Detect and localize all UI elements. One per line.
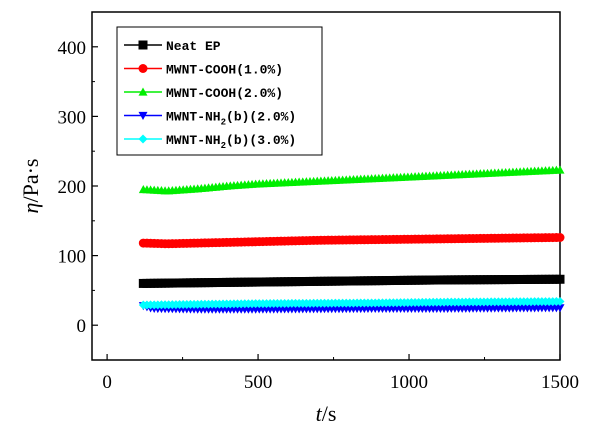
- legend-label: Neat EP: [166, 39, 221, 54]
- legend-label: MWNT-NH2(b)(3.0%): [166, 133, 296, 151]
- legend-label: MWNT-COOH(2.0%): [166, 86, 283, 101]
- legend: Neat EP MWNT-COOH(1.0%) MWNT-COOH(2.0%) MWN…: [116, 26, 323, 156]
- y-tick-label: 400: [58, 38, 87, 59]
- series-1: [138, 233, 565, 249]
- legend-box: [116, 26, 323, 156]
- axis-ticks: 0 500 1000 1500 0 100 200 300 400: [58, 38, 580, 393]
- data-point: [555, 304, 565, 313]
- legend-label: MWNT-COOH(1.0%): [166, 63, 283, 78]
- y-tick-label: 100: [58, 247, 87, 268]
- y-tick-label: 200: [58, 177, 87, 198]
- x-axis-unit: /s: [322, 401, 337, 426]
- series-layer: [138, 165, 565, 314]
- data-point: [555, 233, 565, 243]
- legend-entry-0: Neat EP: [124, 39, 221, 54]
- legend-marker: [138, 111, 148, 120]
- legend-marker: [138, 40, 148, 50]
- legend-entry-4: MWNT-NH2(b)(3.0%): [124, 133, 296, 151]
- legend-marker: [138, 64, 148, 73]
- data-point: [555, 297, 565, 307]
- x-axis-var: t: [316, 401, 323, 426]
- legend-entry-1: MWNT-COOH(1.0%): [124, 63, 283, 78]
- legend-entry-2: MWNT-COOH(2.0%): [124, 86, 283, 101]
- x-axis-title: t/s: [316, 401, 337, 426]
- legend-marker: [138, 134, 148, 144]
- x-tick-label: 0: [102, 372, 112, 393]
- y-tick-label: 0: [77, 316, 87, 337]
- legend-label: MWNT-NH2(b)(2.0%): [166, 110, 296, 128]
- series-0: [138, 274, 565, 288]
- legend-entries: Neat EP MWNT-COOH(1.0%) MWNT-COOH(2.0%) MWN…: [124, 39, 296, 151]
- series-2: [138, 165, 565, 195]
- data-point: [555, 165, 565, 174]
- y-axis-var: η: [18, 203, 43, 214]
- y-axis-title: η/Pa·s: [18, 159, 43, 214]
- x-tick-label: 500: [244, 372, 273, 393]
- legend-entry-3: MWNT-NH2(b)(2.0%): [124, 110, 296, 128]
- data-point: [555, 274, 565, 284]
- series-4: [138, 297, 565, 310]
- legend-marker: [138, 87, 148, 96]
- x-tick-label: 1500: [541, 372, 579, 393]
- y-axis-unit: /Pa·s: [18, 159, 43, 203]
- y-tick-label: 300: [58, 107, 87, 128]
- x-tick-label: 1000: [390, 372, 428, 393]
